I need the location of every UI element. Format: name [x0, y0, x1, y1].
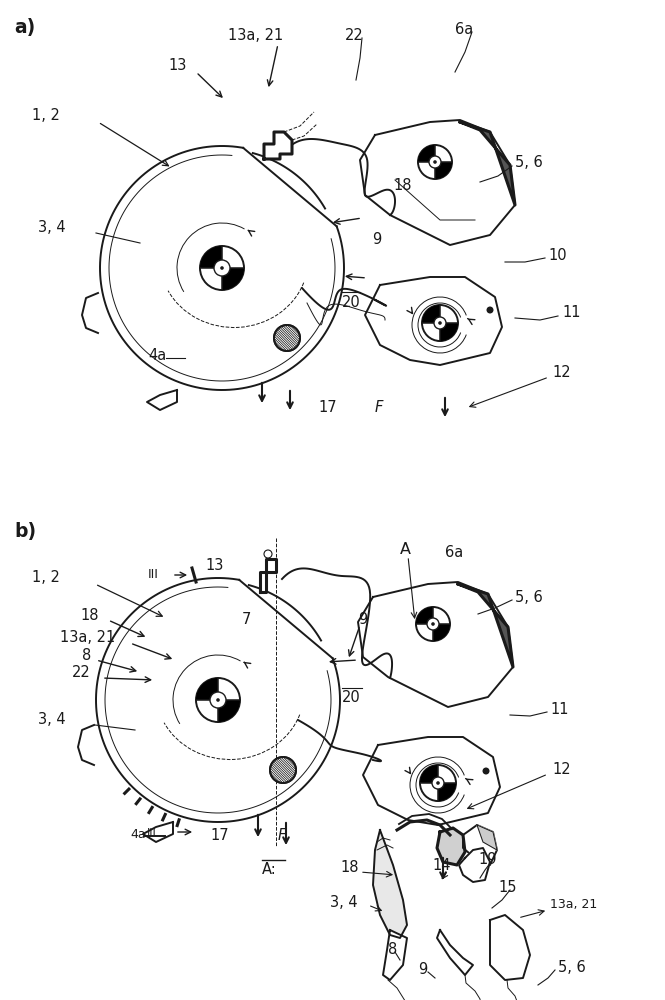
Text: 18: 18 — [80, 608, 98, 623]
Text: 4a: 4a — [148, 348, 166, 363]
Text: 18: 18 — [340, 860, 358, 875]
Wedge shape — [218, 700, 240, 722]
Polygon shape — [460, 122, 515, 205]
Circle shape — [216, 698, 220, 702]
Text: 5, 6: 5, 6 — [558, 960, 586, 975]
Text: 20: 20 — [342, 690, 360, 705]
Text: 8: 8 — [388, 942, 397, 957]
Text: 7: 7 — [242, 612, 251, 627]
Wedge shape — [200, 246, 222, 268]
Circle shape — [274, 325, 300, 351]
Polygon shape — [360, 120, 515, 245]
Wedge shape — [435, 162, 452, 179]
Polygon shape — [383, 930, 407, 980]
Circle shape — [214, 260, 230, 276]
Text: 14: 14 — [432, 858, 450, 873]
Text: 17: 17 — [210, 828, 229, 843]
Text: 4a: 4a — [130, 828, 146, 841]
Text: 19: 19 — [478, 852, 497, 867]
Polygon shape — [358, 582, 513, 707]
Circle shape — [220, 266, 224, 270]
Wedge shape — [418, 145, 435, 162]
Text: III: III — [147, 828, 157, 838]
Polygon shape — [437, 828, 465, 865]
Text: 22: 22 — [72, 665, 90, 680]
Polygon shape — [365, 277, 502, 365]
Wedge shape — [196, 678, 218, 700]
Polygon shape — [458, 584, 513, 667]
Wedge shape — [222, 268, 244, 290]
Text: 6a: 6a — [455, 22, 473, 37]
Circle shape — [418, 145, 452, 179]
Wedge shape — [422, 305, 440, 323]
Circle shape — [270, 757, 296, 783]
Circle shape — [420, 765, 456, 801]
Circle shape — [429, 156, 441, 168]
Text: 11: 11 — [550, 702, 569, 717]
Wedge shape — [420, 765, 438, 783]
Circle shape — [432, 777, 444, 789]
Text: b): b) — [14, 522, 36, 541]
Text: 13: 13 — [168, 58, 186, 73]
Circle shape — [436, 781, 440, 785]
Text: 9: 9 — [418, 962, 427, 977]
Text: 3, 4: 3, 4 — [38, 220, 66, 235]
Text: 8: 8 — [82, 648, 91, 663]
Text: A: A — [400, 542, 411, 557]
Text: 17: 17 — [318, 400, 336, 415]
Polygon shape — [463, 825, 497, 865]
Text: 5, 6: 5, 6 — [515, 155, 543, 170]
Text: 10: 10 — [548, 248, 567, 263]
Circle shape — [483, 768, 489, 774]
Polygon shape — [260, 559, 276, 592]
Polygon shape — [459, 848, 490, 882]
Text: 3, 4: 3, 4 — [38, 712, 66, 727]
Text: III: III — [148, 568, 159, 581]
Text: 20: 20 — [342, 295, 360, 310]
Text: 13a, 21: 13a, 21 — [550, 898, 597, 911]
Text: 6a: 6a — [445, 545, 464, 560]
Circle shape — [431, 622, 435, 626]
Text: 9: 9 — [358, 612, 367, 627]
Circle shape — [433, 160, 437, 164]
Text: 11: 11 — [562, 305, 581, 320]
Circle shape — [200, 246, 244, 290]
Circle shape — [196, 678, 240, 722]
Text: 13a, 21: 13a, 21 — [228, 28, 283, 43]
Text: 15: 15 — [498, 880, 517, 895]
Text: 1, 2: 1, 2 — [32, 108, 60, 123]
Polygon shape — [264, 132, 292, 159]
Polygon shape — [363, 737, 500, 825]
Wedge shape — [433, 624, 450, 641]
Text: 13: 13 — [205, 558, 223, 573]
Text: 12: 12 — [552, 762, 571, 777]
Polygon shape — [477, 825, 497, 850]
Text: 12: 12 — [552, 365, 571, 380]
Circle shape — [422, 305, 458, 341]
Circle shape — [210, 692, 226, 708]
Text: 3, 4: 3, 4 — [330, 895, 358, 910]
Text: 13a, 21: 13a, 21 — [60, 630, 115, 645]
Text: 22: 22 — [345, 28, 364, 43]
Text: F: F — [278, 828, 287, 843]
Polygon shape — [437, 930, 473, 975]
Text: F: F — [375, 400, 384, 415]
Circle shape — [416, 607, 450, 641]
Wedge shape — [416, 607, 433, 624]
Polygon shape — [373, 830, 407, 938]
Text: 1, 2: 1, 2 — [32, 570, 60, 585]
Text: A:: A: — [262, 862, 277, 877]
Circle shape — [487, 306, 493, 314]
Polygon shape — [490, 915, 530, 980]
Wedge shape — [438, 783, 456, 801]
Circle shape — [438, 321, 442, 325]
Circle shape — [427, 618, 439, 630]
Wedge shape — [440, 323, 458, 341]
Circle shape — [264, 550, 272, 558]
Text: 18: 18 — [393, 178, 412, 193]
Text: 9: 9 — [372, 232, 381, 247]
Circle shape — [434, 317, 446, 329]
Text: 5, 6: 5, 6 — [515, 590, 543, 605]
Text: a): a) — [14, 18, 35, 37]
